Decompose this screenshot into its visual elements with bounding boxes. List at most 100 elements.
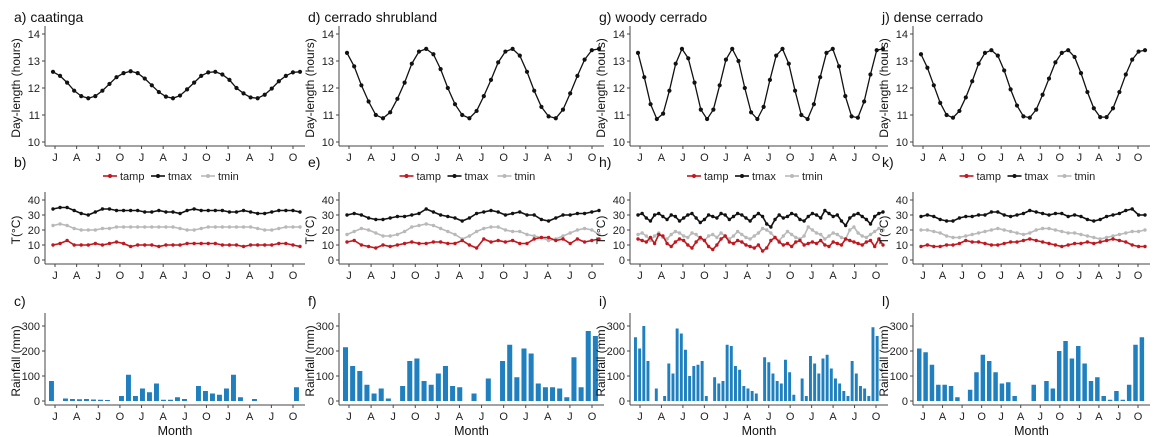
x-tick-label: J: [269, 411, 275, 423]
tmax-point: [263, 211, 267, 216]
tmin-point: [806, 225, 810, 229]
tmax-point: [482, 210, 486, 214]
x-tick-label: O: [786, 270, 795, 282]
tamp-point: [723, 234, 727, 238]
daylength-point: [560, 107, 566, 112]
rain-bar: [357, 371, 363, 401]
tamp-point: [234, 243, 239, 247]
tmax-point: [731, 214, 736, 219]
tamp-point: [150, 243, 154, 247]
tmax-point: [1034, 210, 1038, 214]
rain-bar: [638, 348, 642, 401]
tamp-point: [199, 241, 203, 246]
daylength-point: [142, 76, 147, 81]
x-tick-label: O: [1134, 152, 1143, 164]
tamp-point: [673, 240, 678, 244]
rain-bar: [809, 356, 812, 401]
rain-bar: [1044, 381, 1049, 401]
rain-bar: [1101, 396, 1106, 401]
rain-bar: [779, 383, 783, 401]
tamp-point: [474, 246, 479, 250]
rain-bar: [231, 374, 236, 401]
tmin-point: [1034, 228, 1038, 232]
x-axis-label: Month: [1014, 424, 1049, 437]
rain-bar: [754, 393, 758, 401]
tmin-point: [1085, 234, 1090, 238]
tamp-point: [748, 244, 752, 249]
tamp-point: [1040, 240, 1045, 244]
tmax-point: [199, 208, 203, 213]
tamp-point: [843, 237, 848, 241]
x-tick-label: O: [116, 411, 125, 423]
legend-marker-tamp: [964, 174, 969, 178]
tamp-point: [446, 241, 450, 246]
daylength-point: [698, 107, 703, 112]
y-axis-label: Day-length (hours): [877, 38, 891, 137]
daylength-point: [50, 69, 56, 74]
y-tick-label: 0: [902, 255, 908, 267]
tmax-point: [1072, 213, 1077, 217]
tmax-point: [345, 213, 349, 217]
rain-bar: [784, 359, 787, 401]
tmax-point: [989, 210, 994, 214]
daylength-point: [128, 69, 133, 74]
tamp-point: [135, 243, 140, 247]
daylength-point: [1123, 72, 1128, 77]
y-tick-label: 13: [613, 56, 625, 68]
tmin-point: [868, 232, 873, 237]
tmin-point: [241, 225, 246, 229]
y-tick-label: 0: [328, 396, 334, 408]
x-tick-label: A: [939, 270, 947, 282]
x-tick-label: O: [588, 411, 597, 423]
tmin-point: [839, 235, 844, 240]
tmin-point: [270, 228, 274, 232]
x-tick-label: A: [658, 152, 666, 164]
tmax-point: [374, 217, 378, 222]
tamp-point: [51, 243, 55, 247]
daylength-point: [1078, 71, 1084, 76]
rain-bar: [804, 396, 808, 401]
daylength-point: [156, 89, 161, 95]
x-tick-label: J: [637, 152, 643, 164]
tmax-point: [561, 213, 565, 217]
rain-bar: [77, 399, 82, 401]
tamp-point: [248, 243, 253, 247]
tamp-point: [777, 240, 781, 244]
rain-bar: [817, 373, 821, 401]
tmax-point: [760, 214, 765, 219]
tamp-point: [402, 241, 407, 246]
daylength-point: [510, 46, 515, 51]
daylength-point: [170, 96, 176, 101]
tmin-point: [951, 235, 955, 240]
rain-bar: [775, 381, 779, 401]
daylength-point: [344, 50, 350, 56]
tmin-point: [636, 232, 640, 237]
y-axis-label: Rainfall (mm): [877, 325, 891, 396]
tamp-point: [814, 241, 819, 246]
daylength-point: [575, 73, 580, 78]
tmax-point: [554, 216, 558, 220]
legend: tamp tmax tmin: [959, 171, 1095, 183]
rain-bar: [364, 384, 370, 401]
tmax-point: [424, 207, 428, 211]
daylength-point: [1066, 48, 1071, 53]
tmin-point: [284, 225, 288, 229]
x-tick-label: J: [139, 152, 145, 164]
rain-bar: [119, 396, 124, 401]
legend-marker-tmin: [206, 174, 210, 178]
legend: tamp tmax tmin: [687, 171, 823, 183]
tamp-point: [568, 241, 572, 246]
tamp-point: [171, 243, 175, 247]
daylength-point: [918, 52, 924, 57]
tmin-point: [192, 228, 196, 232]
x-tick-label: A: [160, 270, 168, 282]
rain-bar: [154, 383, 159, 401]
tmax-point: [489, 208, 493, 213]
tmax-point: [752, 214, 756, 219]
daylength-point: [982, 50, 988, 56]
daylength-point: [57, 73, 63, 78]
x-tick-label: A: [544, 411, 552, 423]
tmax-point: [1040, 211, 1045, 216]
tamp-point: [648, 235, 653, 240]
